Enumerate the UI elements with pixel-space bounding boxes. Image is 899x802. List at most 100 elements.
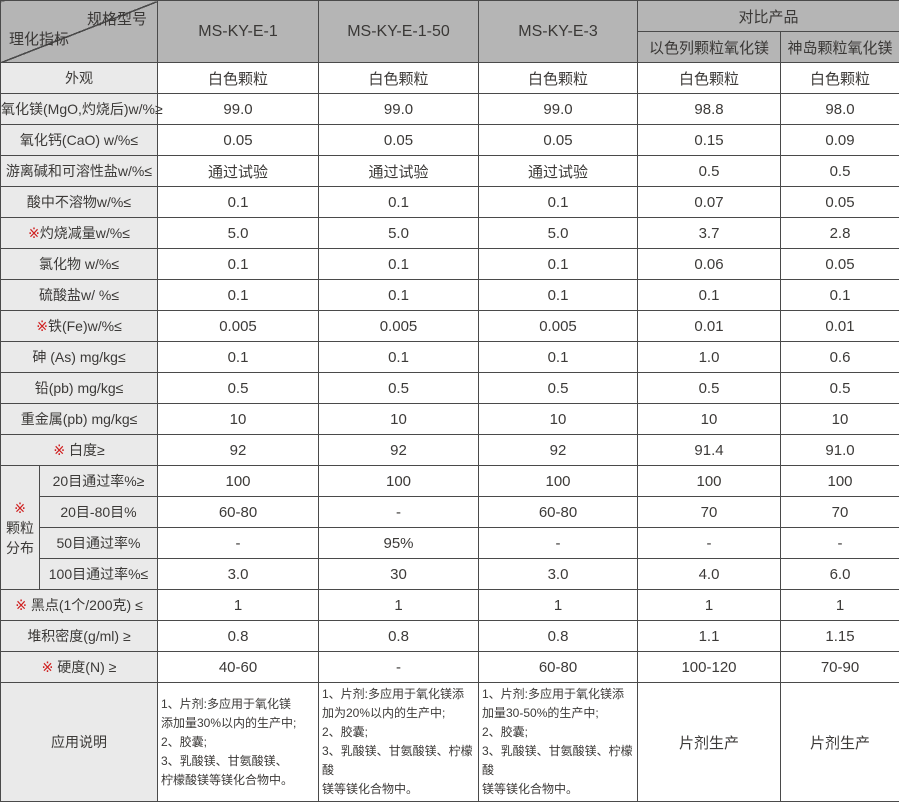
- column-header-comparison-2: 神岛颗粒氧化镁: [781, 32, 899, 63]
- value-cell: 3.0: [479, 559, 638, 590]
- value-cell: 40-60: [158, 652, 319, 683]
- table-row-mesh-20-80: 20目-80目% 60-80 - 60-80 70 70: [1, 497, 899, 528]
- row-label-text: 铁(Fe)w/%≤: [48, 318, 122, 334]
- granule-group-label: ※ 颗粒 分布: [1, 466, 40, 590]
- value-cell: 10: [158, 404, 319, 435]
- value-cell: 70-90: [781, 652, 899, 683]
- value-cell: 白色颗粒: [638, 63, 781, 94]
- table-row-heavy-metals: 重金属(pb) mg/kg≤ 10 10 10 10 10: [1, 404, 899, 435]
- row-label: 硫酸盐w/ %≤: [1, 280, 158, 311]
- value-cell: 0.05: [781, 187, 899, 218]
- row-label: 外观: [1, 63, 158, 94]
- row-label: 氧化钙(CaO) w/%≤: [1, 125, 158, 156]
- value-cell: 70: [781, 497, 899, 528]
- table-row-appearance: 外观 白色颗粒 白色颗粒 白色颗粒 白色颗粒 白色颗粒: [1, 63, 899, 94]
- row-label: ※ 白度≥: [1, 435, 158, 466]
- value-cell: 白色颗粒: [479, 63, 638, 94]
- application-cell: 片剂生产: [638, 683, 781, 802]
- star-marker: ※: [36, 318, 48, 334]
- application-cell: 片剂生产: [781, 683, 899, 802]
- row-label-text: 硬度(N) ≥: [53, 659, 116, 675]
- diagonal-header-cell: 规格型号 理化指标: [1, 1, 158, 63]
- table-row-mesh-100-pass: 100目通过率%≤ 3.0 30 3.0 4.0 6.0: [1, 559, 899, 590]
- diagonal-spec-model-label: 规格型号: [87, 8, 147, 29]
- value-cell: 0.05: [479, 125, 638, 156]
- row-label-text: 灼烧减量w/%≤: [40, 225, 130, 241]
- row-label-text: 重金属(pb) mg/kg≤: [21, 411, 138, 427]
- value-cell: 0.15: [638, 125, 781, 156]
- row-label: 铅(pb) mg/kg≤: [1, 373, 158, 404]
- value-cell: 10: [319, 404, 479, 435]
- value-cell: 0.1: [319, 342, 479, 373]
- application-cell: 1、片剂:多应用于氧化镁 添加量30%以内的生产中; 2、胶囊; 3、乳酸镁、甘…: [158, 683, 319, 802]
- value-cell: -: [158, 528, 319, 559]
- row-label: 砷 (As) mg/kg≤: [1, 342, 158, 373]
- value-cell: -: [319, 652, 479, 683]
- value-cell: 99.0: [479, 94, 638, 125]
- table-row-arsenic: 砷 (As) mg/kg≤ 0.1 0.1 0.1 1.0 0.6: [1, 342, 899, 373]
- value-cell: 0.1: [479, 342, 638, 373]
- row-label: ※ 硬度(N) ≥: [1, 652, 158, 683]
- value-cell: 0.05: [319, 125, 479, 156]
- value-cell: 0.1: [638, 280, 781, 311]
- table-row-hardness: ※ 硬度(N) ≥ 40-60 - 60-80 100-120 70-90: [1, 652, 899, 683]
- granule-group-line1: 颗粒: [1, 518, 39, 538]
- value-cell: 3.0: [158, 559, 319, 590]
- value-cell: 0.1: [158, 280, 319, 311]
- row-label-text: 氧化镁(MgO,灼烧后)w/%≥: [1, 101, 163, 117]
- row-label: 应用说明: [1, 683, 158, 802]
- value-cell: 0.05: [781, 249, 899, 280]
- value-cell: 92: [479, 435, 638, 466]
- value-cell: 0.07: [638, 187, 781, 218]
- value-cell: 91.0: [781, 435, 899, 466]
- value-cell: 0.09: [781, 125, 899, 156]
- row-label-text: 堆积密度(g/ml) ≥: [27, 628, 130, 644]
- value-cell: 60-80: [158, 497, 319, 528]
- row-label: ※铁(Fe)w/%≤: [1, 311, 158, 342]
- value-cell: -: [479, 528, 638, 559]
- value-cell: 0.005: [319, 311, 479, 342]
- row-label: ※ 黑点(1个/200克) ≤: [1, 590, 158, 621]
- value-cell: 0.8: [319, 621, 479, 652]
- value-cell: 0.8: [479, 621, 638, 652]
- value-cell: 1: [158, 590, 319, 621]
- star-marker: ※: [53, 442, 65, 458]
- value-cell: 100-120: [638, 652, 781, 683]
- column-header-model-3: MS-KY-E-3: [479, 1, 638, 63]
- application-cell: 1、片剂:多应用于氧化镁添 加为20%以内的生产中; 2、胶囊; 3、乳酸镁、甘…: [319, 683, 479, 802]
- row-label-text: 黑点(1个/200克) ≤: [27, 597, 143, 613]
- value-cell: 白色颗粒: [319, 63, 479, 94]
- row-label: 氧化镁(MgO,灼烧后)w/%≥: [1, 94, 158, 125]
- value-cell: 白色颗粒: [781, 63, 899, 94]
- star-marker: ※: [42, 659, 54, 675]
- value-cell: 99.0: [319, 94, 479, 125]
- table-row-bulk-density: 堆积密度(g/ml) ≥ 0.8 0.8 0.8 1.1 1.15: [1, 621, 899, 652]
- value-cell: 0.5: [781, 373, 899, 404]
- value-cell: 100: [479, 466, 638, 497]
- value-cell: 10: [781, 404, 899, 435]
- row-label-text: 硫酸盐w/ %≤: [39, 287, 119, 303]
- row-sublabel: 50目通过率%: [40, 528, 158, 559]
- row-label: ※灼烧减量w/%≤: [1, 218, 158, 249]
- value-cell: 0.1: [158, 187, 319, 218]
- value-cell: 0.8: [158, 621, 319, 652]
- row-label-text: 氧化钙(CaO) w/%≤: [20, 132, 138, 148]
- table-row-chloride: 氯化物 w/%≤ 0.1 0.1 0.1 0.06 0.05: [1, 249, 899, 280]
- value-cell: 100: [158, 466, 319, 497]
- value-cell: 0.1: [319, 187, 479, 218]
- star-marker: ※: [1, 498, 39, 518]
- value-cell: 0.5: [781, 156, 899, 187]
- table-row-whiteness: ※ 白度≥ 92 92 92 91.4 91.0: [1, 435, 899, 466]
- value-cell: 0.1: [479, 187, 638, 218]
- row-sublabel: 20目-80目%: [40, 497, 158, 528]
- value-cell: 0.6: [781, 342, 899, 373]
- value-cell: 0.1: [319, 249, 479, 280]
- value-cell: 0.06: [638, 249, 781, 280]
- header-row-top: 规格型号 理化指标 MS-KY-E-1 MS-KY-E-1-50 MS-KY-E…: [1, 1, 899, 32]
- value-cell: 99.0: [158, 94, 319, 125]
- value-cell: 100: [638, 466, 781, 497]
- column-header-comparison-group: 对比产品: [638, 1, 899, 32]
- row-label: 酸中不溶物w/%≤: [1, 187, 158, 218]
- value-cell: 0.1: [319, 280, 479, 311]
- table-row-lead: 铅(pb) mg/kg≤ 0.5 0.5 0.5 0.5 0.5: [1, 373, 899, 404]
